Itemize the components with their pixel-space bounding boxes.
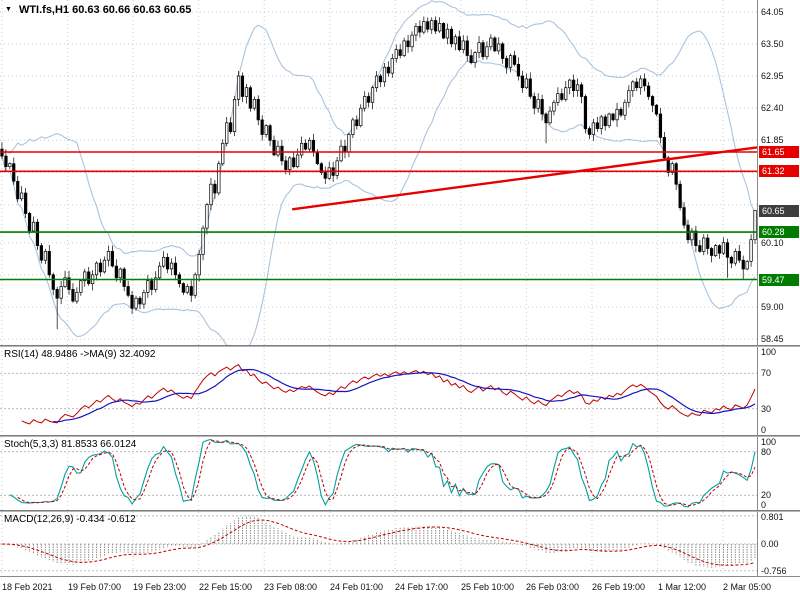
indicator-axis-label: 20: [761, 490, 772, 500]
indicator-axis-label: -0.756: [761, 566, 787, 576]
price-level-badge-resistance: 61.32: [759, 165, 799, 177]
panel-resize-separator[interactable]: [0, 435, 800, 437]
indicator-axis-label: 0.801: [761, 512, 784, 522]
stochastic-label: Stoch(5,3,3) 81.8533 66.0124: [4, 439, 137, 450]
stochastic-axis: 100 80 20 0: [757, 437, 800, 510]
indicator-axis-label: 70: [761, 368, 772, 378]
indicator-axis-label: 0: [761, 425, 767, 435]
time-tick-label: 2 Mar 05:00: [723, 582, 772, 592]
price-tick-label: 62.40: [761, 103, 784, 113]
indicator-axis-label: 0.00: [761, 539, 779, 549]
rsi-plot[interactable]: [0, 347, 757, 435]
indicator-axis-label: 100: [761, 437, 777, 447]
indicator-axis-label: 80: [761, 447, 772, 457]
time-tick-label: 23 Feb 08:00: [264, 582, 318, 592]
rsi-line: [21, 364, 756, 425]
rsi-label: RSI(14) 48.9486 ->MA(9) 32.4092: [4, 349, 156, 360]
stoch-main-line: [9, 438, 756, 508]
time-tick-label: 18 Feb 2021: [2, 582, 53, 592]
time-grid: [1, 347, 724, 435]
macd-label: MACD(12,26,9) -0.434 -0.612: [4, 514, 136, 525]
time-tick-label: 26 Feb 03:00: [526, 582, 580, 592]
indicator-axis-label: 0: [761, 500, 767, 510]
price-level-badge-current-price: 60.65: [759, 205, 799, 217]
macd-panel: 0.801 0.00 -0.756 MACD(12,26,9) -0.434 -0.…: [0, 512, 800, 576]
price-tick-label: 60.10: [761, 238, 784, 248]
rsi-ma-line: [53, 368, 756, 423]
main-chart-panel: 64.05 63.50 62.95 62.40 61.85 60.10 59.00 58.45…: [0, 0, 800, 345]
horizontal-level-lines: [0, 151, 757, 281]
trendline[interactable]: [292, 146, 757, 211]
price-tick-label: 63.50: [761, 39, 784, 49]
candles: [0, 16, 757, 330]
stochastic-panel: 100 80 20 0 Stoch(5,3,3) 81.8533 66.0124: [0, 437, 800, 510]
macd-histogram: [5, 515, 756, 568]
indicator-axis-label: 30: [761, 404, 772, 414]
time-tick-label: 19 Feb 07:00: [68, 582, 122, 592]
time-tick-label: 19 Feb 23:00: [133, 582, 187, 592]
rsi-axis: 100 70 30 0: [757, 347, 800, 435]
price-level-badge-resistance: 61.65: [759, 146, 799, 158]
time-tick-label: 24 Feb 01:00: [330, 582, 384, 592]
macd-axis: 0.801 0.00 -0.756: [757, 512, 800, 576]
price-tick-label: 61.85: [761, 135, 784, 145]
macd-signal-line: [1, 519, 756, 566]
macd-plot[interactable]: [0, 512, 757, 576]
candlestick-chart[interactable]: [0, 0, 757, 345]
time-axis[interactable]: 18 Feb 2021 19 Feb 07:00 19 Feb 23:00 22 Fe…: [0, 576, 800, 600]
bollinger-bands: [1, 0, 756, 345]
price-tick-label: 59.00: [761, 302, 784, 312]
price-tick-label: 62.95: [761, 71, 784, 81]
time-tick-label: 26 Feb 19:00: [592, 582, 646, 592]
rsi-panel: 100 70 30 0 RSI(14) 48.9486 ->MA(9) 32.4092: [0, 347, 800, 435]
ohlc-info-text: WTI.fs,H1 60.63 60.66 60.63 60.65: [18, 4, 192, 16]
price-axis[interactable]: 64.05 63.50 62.95 62.40 61.85 60.10 59.00 58.45…: [757, 0, 800, 345]
price-tick-label: 64.05: [761, 7, 784, 17]
time-tick-label: 24 Feb 17:00: [395, 582, 449, 592]
time-grid: [1, 437, 724, 510]
chart-title: ▼ WTI.fs,H1 60.63 60.66 60.63 60.65: [5, 4, 191, 16]
price-grid: [0, 0, 757, 345]
price-level-badge-support: 59.47: [759, 274, 799, 286]
stoch-signal-line: [17, 440, 756, 507]
price-level-badge-support: 60.28: [759, 226, 799, 238]
time-tick-label: 22 Feb 15:00: [199, 582, 253, 592]
panel-resize-separator[interactable]: [0, 510, 800, 512]
stochastic-plot[interactable]: [0, 437, 757, 510]
price-tick-label: 58.45: [761, 334, 784, 344]
panel-resize-separator[interactable]: [0, 345, 800, 347]
time-tick-label: 25 Feb 10:00: [461, 582, 515, 592]
indicator-axis-label: 100: [761, 347, 777, 357]
time-tick-label: 1 Mar 12:00: [658, 582, 707, 592]
symbol-dropdown-icon[interactable]: ▼: [5, 6, 12, 13]
